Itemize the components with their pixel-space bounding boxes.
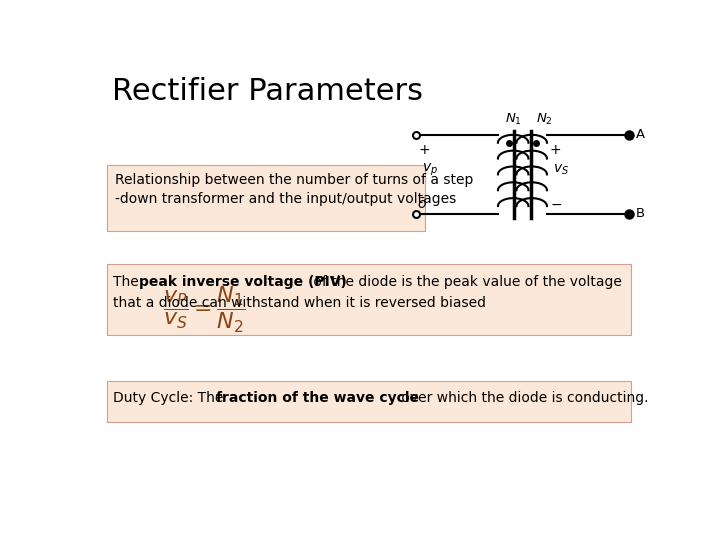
- Text: B: B: [636, 207, 645, 220]
- Text: A: A: [636, 129, 645, 141]
- Text: fraction of the wave cycle: fraction of the wave cycle: [216, 391, 419, 405]
- Text: $N_1$: $N_1$: [505, 111, 522, 126]
- Text: +: +: [418, 143, 431, 157]
- Text: -down transformer and the input/output voltages: -down transformer and the input/output v…: [115, 192, 456, 206]
- FancyBboxPatch shape: [107, 265, 631, 335]
- FancyBboxPatch shape: [107, 165, 425, 231]
- Text: over which the diode is conducting.: over which the diode is conducting.: [397, 391, 649, 405]
- Text: Duty Cycle: The: Duty Cycle: The: [114, 391, 228, 405]
- Text: $\dfrac{v_P}{v_S} = \dfrac{N_1}{N_2}$: $\dfrac{v_P}{v_S} = \dfrac{N_1}{N_2}$: [163, 285, 246, 335]
- Text: peak inverse voltage (PIV): peak inverse voltage (PIV): [138, 275, 346, 289]
- Text: Rectifier Parameters: Rectifier Parameters: [112, 77, 423, 106]
- Text: $\bar{o}$: $\bar{o}$: [418, 197, 428, 212]
- FancyBboxPatch shape: [107, 381, 631, 422]
- Text: +: +: [550, 143, 562, 157]
- Text: $N_2$: $N_2$: [536, 111, 553, 126]
- Text: $v_p$: $v_p$: [422, 162, 438, 178]
- Text: The: The: [114, 275, 143, 289]
- Text: Relationship between the number of turns of a step: Relationship between the number of turns…: [115, 173, 474, 187]
- Text: $v_S$: $v_S$: [553, 163, 569, 178]
- Text: that a diode can withstand when it is reversed biased: that a diode can withstand when it is re…: [114, 295, 487, 309]
- Text: $-$: $-$: [550, 197, 562, 211]
- Text: of the diode is the peak value of the voltage: of the diode is the peak value of the vo…: [310, 275, 622, 289]
